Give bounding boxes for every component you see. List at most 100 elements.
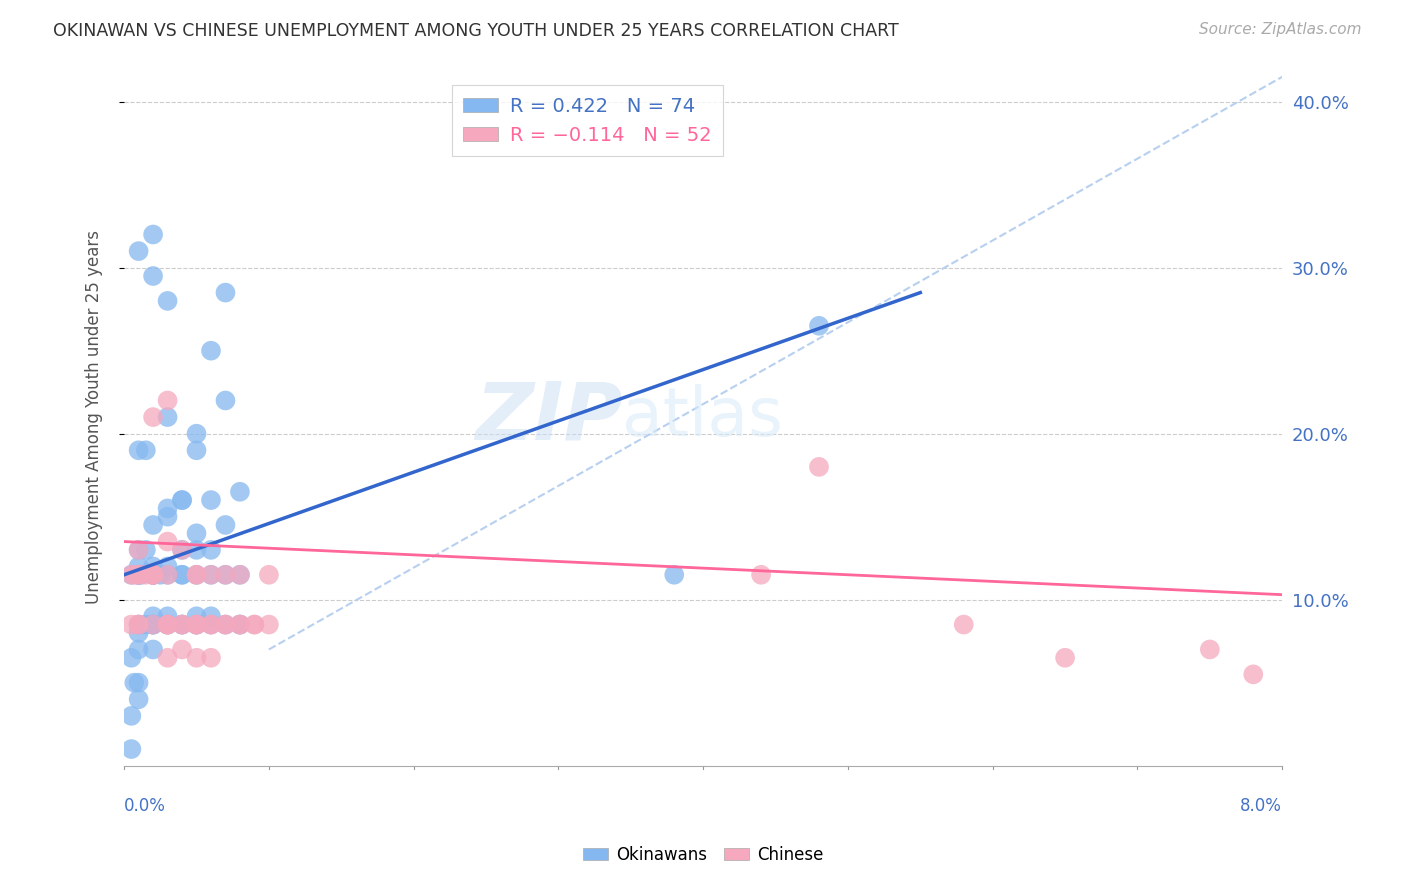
Point: [243, 617, 266, 632]
Point: [170, 567, 193, 582]
Point: [128, 617, 150, 632]
Point: [200, 617, 222, 632]
Legend: R = 0.422   N = 74, R = −0.114   N = 52: R = 0.422 N = 74, R = −0.114 N = 52: [451, 86, 723, 156]
Point: [156, 509, 179, 524]
Point: [156, 293, 179, 308]
Point: [214, 617, 236, 632]
Point: [156, 410, 179, 425]
Point: [156, 617, 179, 632]
Point: [128, 617, 150, 632]
Point: [128, 567, 150, 582]
Point: [170, 542, 193, 557]
Point: [120, 567, 142, 582]
Point: [214, 518, 236, 533]
Point: [170, 617, 193, 632]
Text: 8.0%: 8.0%: [1240, 797, 1282, 815]
Point: [214, 617, 236, 632]
Point: [186, 443, 208, 458]
Point: [128, 675, 150, 690]
Point: [142, 567, 165, 582]
Point: [170, 567, 193, 582]
Point: [128, 617, 150, 632]
Point: [214, 567, 236, 582]
Point: [200, 567, 222, 582]
Point: [128, 542, 150, 557]
Point: [142, 609, 165, 624]
Point: [664, 567, 686, 582]
Point: [142, 567, 165, 582]
Point: [186, 526, 208, 541]
Point: [135, 617, 157, 632]
Point: [229, 567, 252, 582]
Point: [257, 567, 280, 582]
Point: [142, 642, 165, 657]
Point: [214, 285, 236, 300]
Y-axis label: Unemployment Among Youth under 25 years: Unemployment Among Youth under 25 years: [86, 230, 103, 604]
Legend: Okinawans, Chinese: Okinawans, Chinese: [576, 839, 830, 871]
Point: [1241, 667, 1264, 681]
Point: [128, 244, 150, 259]
Point: [122, 675, 145, 690]
Point: [122, 567, 145, 582]
Point: [186, 617, 208, 632]
Point: [156, 567, 179, 582]
Point: [200, 493, 222, 508]
Text: 0.0%: 0.0%: [124, 797, 166, 815]
Point: [170, 642, 193, 657]
Point: [142, 518, 165, 533]
Point: [142, 567, 165, 582]
Point: [135, 542, 157, 557]
Point: [128, 567, 150, 582]
Point: [200, 542, 222, 557]
Point: [142, 617, 165, 632]
Point: [749, 567, 772, 582]
Point: [214, 617, 236, 632]
Point: [186, 426, 208, 441]
Point: [807, 318, 830, 333]
Text: Source: ZipAtlas.com: Source: ZipAtlas.com: [1198, 22, 1361, 37]
Point: [156, 567, 179, 582]
Point: [156, 609, 179, 624]
Point: [128, 542, 150, 557]
Point: [135, 443, 157, 458]
Point: [1054, 650, 1077, 665]
Point: [128, 567, 150, 582]
Point: [156, 617, 179, 632]
Point: [128, 692, 150, 706]
Point: [156, 534, 179, 549]
Point: [156, 617, 179, 632]
Point: [186, 567, 208, 582]
Point: [142, 559, 165, 574]
Point: [142, 567, 165, 582]
Point: [142, 567, 165, 582]
Point: [142, 410, 165, 425]
Point: [128, 443, 150, 458]
Point: [128, 642, 150, 657]
Point: [142, 268, 165, 283]
Point: [156, 617, 179, 632]
Point: [243, 617, 266, 632]
Point: [135, 567, 157, 582]
Point: [186, 617, 208, 632]
Point: [170, 617, 193, 632]
Point: [142, 617, 165, 632]
Point: [120, 650, 142, 665]
Point: [214, 567, 236, 582]
Point: [186, 542, 208, 557]
Point: [257, 617, 280, 632]
Point: [229, 617, 252, 632]
Point: [952, 617, 974, 632]
Point: [170, 542, 193, 557]
Point: [229, 617, 252, 632]
Point: [186, 617, 208, 632]
Point: [120, 709, 142, 723]
Point: [1198, 642, 1220, 657]
Point: [142, 567, 165, 582]
Point: [186, 609, 208, 624]
Point: [156, 393, 179, 408]
Point: [149, 567, 172, 582]
Point: [807, 459, 830, 474]
Point: [200, 617, 222, 632]
Point: [229, 567, 252, 582]
Point: [186, 567, 208, 582]
